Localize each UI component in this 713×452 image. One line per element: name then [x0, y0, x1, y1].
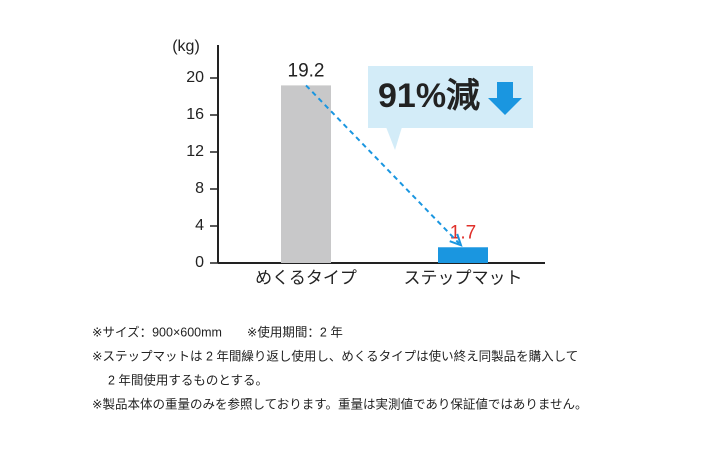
- annotation-tail: [386, 127, 402, 150]
- bar: [438, 247, 488, 263]
- trend-arrow: [305, 84, 460, 244]
- value-label: 19.2: [288, 60, 325, 81]
- y-tick-label: 8: [195, 180, 204, 197]
- footnote: ※ステップマットは 2 年間繰り返し使用し、めくるタイプは使い終え同製品を購入し…: [92, 348, 578, 363]
- x-tick-label: ステップマット: [404, 268, 523, 287]
- trend-arrow-head: [449, 233, 463, 247]
- x-tick-label: めくるタイプ: [255, 268, 357, 287]
- down-arrow-icon: [488, 82, 522, 115]
- annotation: 91%減: [378, 77, 480, 115]
- footnote: 2 年間使用するものとする。: [108, 372, 268, 387]
- footnote: ※サイズ：900×600mm ※使用期間：2 年: [92, 324, 343, 339]
- y-tick-label: 4: [195, 217, 204, 234]
- footnote: ※製品本体の重量のみを参照しております。重量は実測値であり保証値ではありません。: [92, 396, 587, 411]
- y-tick-label: 16: [186, 106, 204, 123]
- y-axis-label: (kg): [172, 38, 200, 55]
- y-tick-label: 0: [195, 254, 204, 271]
- y-tick-label: 12: [186, 143, 204, 160]
- y-tick-label: 20: [186, 69, 204, 86]
- value-label: 1.7: [450, 222, 476, 243]
- bar: [281, 85, 331, 264]
